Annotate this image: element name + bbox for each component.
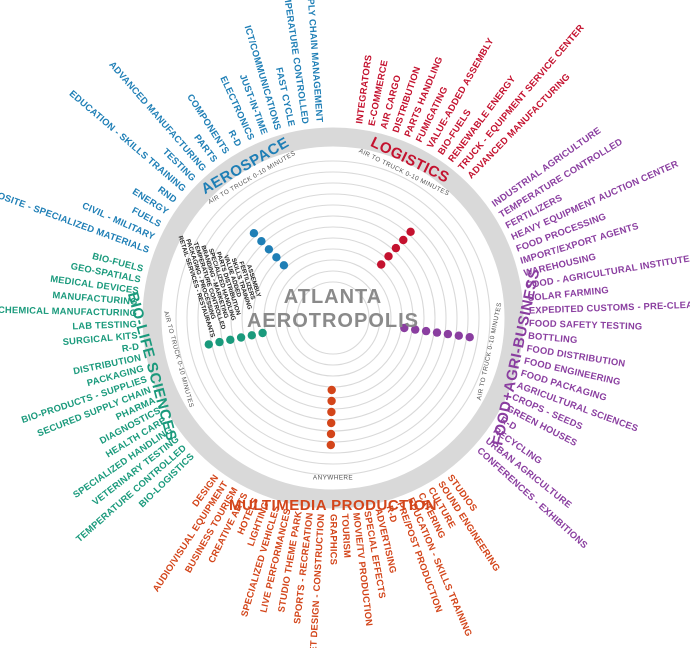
multimedia-section-subtitle: ANYWHERE bbox=[313, 475, 353, 482]
multimedia-spoke-dot bbox=[326, 440, 335, 450]
center-title: ATLANTA AEROTROPOLIS bbox=[247, 286, 419, 332]
multimedia-spoke-dot bbox=[326, 429, 336, 439]
inner-ring bbox=[175, 160, 491, 476]
aerospace-industry-label: ADVANCED MANUFACTURING bbox=[107, 59, 209, 173]
outer-grey-band bbox=[142, 127, 524, 509]
logistics-spoke-dot bbox=[384, 252, 393, 261]
food-industry-label: BOTTLING bbox=[528, 330, 578, 346]
multimedia-spoke-dot bbox=[327, 385, 336, 395]
biolife-industry-label: LAB TESTING bbox=[72, 318, 137, 331]
food-spoke-dot bbox=[443, 329, 453, 339]
multimedia-industry-label: TOURISM bbox=[340, 513, 354, 558]
multimedia-section-title: MULTIMEDIA PRODUCTION bbox=[229, 497, 437, 514]
biolife-spoke-dot bbox=[236, 333, 246, 342]
multimedia-industry-label: GRAPHICS bbox=[329, 514, 340, 565]
center-title-line2: AEROTROPOLIS bbox=[247, 310, 419, 332]
center-title-line1: ATLANTA bbox=[284, 286, 382, 308]
multimedia-spoke-dot bbox=[327, 396, 336, 406]
aerospace-spoke-dot bbox=[272, 253, 281, 262]
biolife-spoke-dot bbox=[258, 328, 267, 338]
biolife-spoke-dot bbox=[247, 331, 256, 340]
inner-ring bbox=[197, 182, 469, 454]
biolife-spoke-dot bbox=[226, 335, 235, 344]
food-spoke-dot bbox=[400, 323, 409, 333]
inner-ring bbox=[296, 281, 370, 355]
food-industry-label: FOOD SAFETY TESTING bbox=[529, 317, 643, 331]
biolife-industry-label: CHEMICAL MANUFACTURING bbox=[0, 304, 137, 318]
multimedia-spoke-dot bbox=[327, 418, 336, 428]
inner-ring bbox=[186, 171, 480, 465]
logistics-spoke-dot bbox=[391, 243, 401, 253]
spoke-dots bbox=[204, 227, 474, 450]
logistics-spoke-dot bbox=[406, 227, 415, 236]
biolife-spoke-dot bbox=[204, 340, 213, 349]
biolife-spoke-dot bbox=[215, 337, 224, 347]
food-industry-label: TEMPERATURE CONTROLLED bbox=[497, 136, 624, 220]
food-spoke-dot bbox=[465, 333, 474, 342]
multimedia-spoke-dot bbox=[327, 407, 336, 417]
concentric-rings bbox=[142, 127, 524, 509]
food-spoke-dot bbox=[411, 325, 420, 334]
aerospace-spoke-dot bbox=[249, 229, 259, 238]
multimedia-industry-label: R-D bbox=[384, 504, 399, 524]
biolife-industry-label: R-D bbox=[121, 340, 140, 353]
aerospace-spoke-dot bbox=[279, 261, 289, 270]
food-spoke-dot bbox=[421, 326, 431, 336]
food-spoke-dot bbox=[432, 328, 442, 337]
inner-ring bbox=[285, 270, 381, 366]
aerospace-spoke-dot bbox=[264, 245, 274, 254]
inner-ring bbox=[274, 259, 392, 377]
food-spoke-dot bbox=[454, 331, 463, 340]
logistics-spoke-dot bbox=[377, 260, 386, 269]
logistics-spoke-dot bbox=[399, 235, 408, 245]
aerospace-industry-label: COMPOSITE - SPECIALIZED MATERIALS bbox=[0, 179, 151, 255]
aerospace-industry-label: EDUCATION - SKILLS TRAINING bbox=[67, 88, 188, 194]
aerospace-spoke-dot bbox=[257, 237, 266, 246]
